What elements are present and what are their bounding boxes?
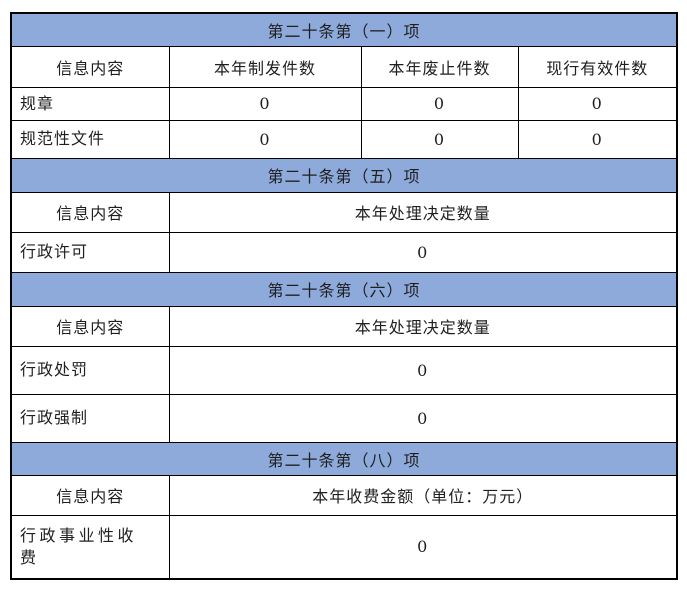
value-cell: 0 <box>168 231 678 273</box>
data-row: 行政许可 0 <box>10 231 678 273</box>
section-header-row: 信息内容 本年处理决定数量 <box>10 191 678 233</box>
column-header: 本年处理决定数量 <box>168 191 678 233</box>
section-title-row: 第二十条第（六）项 <box>10 271 678 307</box>
value-cell: 0 <box>168 393 678 443</box>
column-header: 信息内容 <box>10 45 170 88</box>
value-cell: 0 <box>360 86 519 121</box>
section-title: 第二十条第（六）项 <box>10 271 678 307</box>
value-cell: 0 <box>517 119 678 159</box>
section-title: 第二十条第（五）项 <box>10 157 678 193</box>
column-header: 信息内容 <box>10 191 170 233</box>
row-label-cell: 行政许可 <box>10 231 170 273</box>
row-label-cell: 规章 <box>10 86 170 121</box>
data-row: 行政强制 0 <box>10 393 678 443</box>
row-label-cell: 行政事业性收费 <box>10 514 170 580</box>
data-row: 规章 0 0 0 <box>10 86 678 121</box>
data-row: 行政处罚 0 <box>10 345 678 395</box>
value-cell: 0 <box>168 345 678 395</box>
column-header: 现行有效件数 <box>517 45 678 88</box>
section-title-row: 第二十条第（八）项 <box>10 441 678 476</box>
row-label-cell: 规范性文件 <box>10 119 170 159</box>
column-header: 本年处理决定数量 <box>168 305 678 347</box>
value-cell: 0 <box>517 86 678 121</box>
disclosure-table: 第二十条第（一）项 信息内容 本年制发件数 本年废止件数 现行有效件数 规章 0 0 0 规范性文… <box>10 12 679 580</box>
row-label-cell: 行政处罚 <box>10 345 170 395</box>
section-header-row: 信息内容 本年收费金额（单位：万元） <box>10 474 678 516</box>
section-title-row: 第二十条第（五）项 <box>10 157 678 193</box>
section-header-row: 信息内容 本年制发件数 本年废止件数 现行有效件数 <box>10 45 678 88</box>
data-row: 行政事业性收费 0 <box>10 514 678 580</box>
value-cell: 0 <box>168 514 678 580</box>
value-cell: 0 <box>168 86 362 121</box>
row-label-cell: 行政强制 <box>10 393 170 443</box>
section-title-row: 第二十条第（一）项 <box>10 12 678 47</box>
column-header: 信息内容 <box>10 305 170 347</box>
column-header: 本年收费金额（单位：万元） <box>168 474 678 516</box>
section-title: 第二十条第（八）项 <box>10 441 678 476</box>
column-header: 本年废止件数 <box>360 45 519 88</box>
section-header-row: 信息内容 本年处理决定数量 <box>10 305 678 347</box>
section-title: 第二十条第（一）项 <box>10 12 678 47</box>
value-cell: 0 <box>168 119 362 159</box>
column-header: 信息内容 <box>10 474 170 516</box>
disclosure-table-body: 第二十条第（一）项 信息内容 本年制发件数 本年废止件数 现行有效件数 规章 0 0 0 规范性文… <box>10 12 678 580</box>
column-header: 本年制发件数 <box>168 45 362 88</box>
value-cell: 0 <box>360 119 519 159</box>
data-row: 规范性文件 0 0 0 <box>10 119 678 159</box>
